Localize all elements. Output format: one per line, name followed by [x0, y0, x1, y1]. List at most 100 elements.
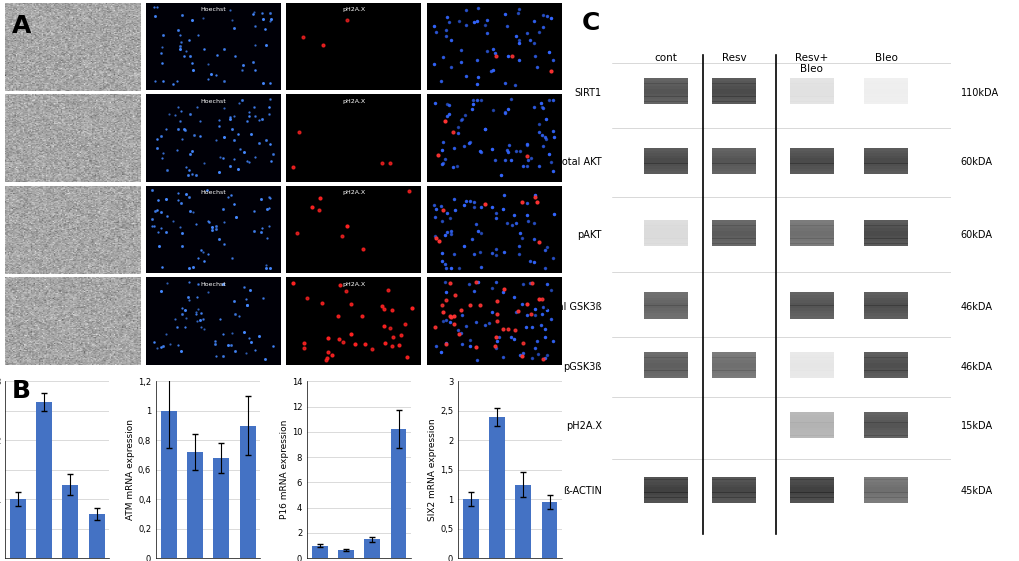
Bar: [789, 370, 833, 373]
Bar: [789, 308, 833, 311]
Bar: [789, 99, 833, 102]
Bar: [644, 94, 688, 96]
Bar: [789, 352, 833, 355]
Bar: [711, 89, 755, 91]
Bar: [711, 148, 755, 151]
Bar: [789, 148, 833, 151]
Bar: [789, 169, 833, 172]
Bar: [863, 425, 908, 427]
Bar: [711, 357, 755, 360]
Bar: [644, 370, 688, 373]
Bar: [863, 370, 908, 373]
Bar: [711, 228, 755, 231]
Bar: [789, 292, 833, 295]
Bar: [711, 482, 755, 485]
Bar: [789, 479, 833, 482]
Bar: [644, 365, 688, 368]
Bar: [863, 477, 908, 480]
Bar: [644, 355, 688, 357]
Bar: [863, 352, 908, 355]
Bar: [644, 305, 688, 308]
Bar: [789, 243, 833, 246]
Bar: [863, 148, 908, 151]
Bar: [644, 316, 688, 319]
Bar: [711, 362, 755, 365]
Bar: [863, 490, 908, 493]
Text: 15kDA: 15kDA: [960, 421, 991, 431]
Bar: [863, 362, 908, 365]
Bar: [863, 297, 908, 300]
Bar: [863, 231, 908, 233]
Text: pH2A.X: pH2A.X: [342, 99, 365, 104]
Bar: [390, 429, 407, 558]
Bar: [789, 163, 833, 166]
Bar: [644, 91, 688, 94]
Bar: [644, 241, 688, 243]
Text: cont: cont: [654, 53, 677, 63]
Bar: [863, 161, 908, 164]
Bar: [36, 402, 52, 558]
Y-axis label: P16 mRNA expression: P16 mRNA expression: [279, 420, 288, 519]
Bar: [863, 495, 908, 498]
Bar: [644, 148, 688, 151]
Bar: [789, 435, 833, 438]
Bar: [644, 477, 688, 480]
Text: total GSK3ß: total GSK3ß: [543, 302, 601, 312]
Bar: [711, 373, 755, 376]
Bar: [789, 357, 833, 360]
Bar: [789, 226, 833, 228]
Bar: [863, 99, 908, 102]
Bar: [789, 425, 833, 427]
Bar: [863, 300, 908, 303]
Text: Resv+
Bleo: Resv+ Bleo: [795, 53, 827, 75]
Text: 46kDA: 46kDA: [960, 302, 991, 312]
Bar: [711, 241, 755, 243]
Bar: [863, 479, 908, 482]
Bar: [711, 352, 755, 355]
Bar: [644, 357, 688, 360]
Bar: [711, 153, 755, 156]
Bar: [62, 485, 78, 558]
Text: pH2A.X: pH2A.X: [566, 421, 601, 431]
Bar: [644, 153, 688, 156]
Text: Hoechst: Hoechst: [201, 282, 226, 287]
Bar: [711, 161, 755, 164]
Bar: [863, 94, 908, 96]
Bar: [863, 355, 908, 357]
Text: pH2A.X: pH2A.X: [342, 7, 365, 12]
Bar: [863, 435, 908, 438]
Y-axis label: ATM mRNA expression: ATM mRNA expression: [126, 419, 136, 520]
Bar: [711, 500, 755, 503]
Bar: [789, 427, 833, 430]
Bar: [711, 490, 755, 493]
Bar: [863, 305, 908, 308]
Bar: [863, 415, 908, 417]
Bar: [711, 493, 755, 495]
Bar: [644, 238, 688, 241]
Bar: [789, 231, 833, 233]
Bar: [863, 158, 908, 161]
Bar: [711, 91, 755, 94]
Bar: [789, 313, 833, 316]
Bar: [644, 89, 688, 91]
Bar: [863, 150, 908, 153]
Bar: [711, 365, 755, 368]
Bar: [789, 417, 833, 420]
Bar: [489, 417, 504, 558]
Text: total AKT: total AKT: [557, 158, 601, 167]
Bar: [711, 479, 755, 482]
Bar: [863, 433, 908, 435]
Bar: [644, 352, 688, 355]
Bar: [644, 498, 688, 500]
Bar: [863, 292, 908, 295]
Bar: [789, 412, 833, 415]
Bar: [644, 150, 688, 153]
Bar: [644, 169, 688, 172]
Bar: [789, 420, 833, 422]
Text: 46kDA: 46kDA: [960, 362, 991, 372]
Bar: [863, 228, 908, 231]
Bar: [863, 233, 908, 236]
Text: Hoechst: Hoechst: [201, 7, 226, 12]
Bar: [863, 86, 908, 89]
Bar: [863, 313, 908, 316]
